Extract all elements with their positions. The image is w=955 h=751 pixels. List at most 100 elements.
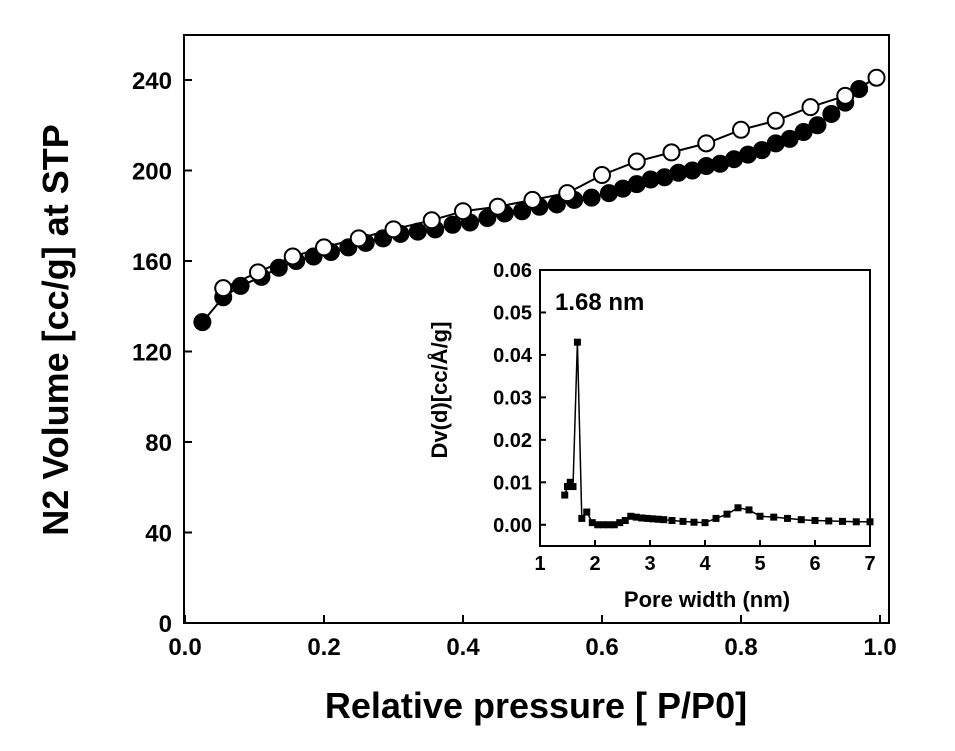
pore-distribution-point xyxy=(679,517,687,525)
pore-distribution-point xyxy=(566,478,574,486)
adsorption-point xyxy=(478,209,497,228)
main-y-tick-label: 40 xyxy=(145,521,172,548)
pore-distribution-point xyxy=(599,521,607,529)
adsorption-point xyxy=(231,276,250,295)
main-y-tick-label: 0 xyxy=(159,611,172,638)
inset-ticks: 1 2 3 4 5 6 7 0.00 0.01 0.02 0.03 0.04 0.05 0.06 xyxy=(493,260,876,575)
inset-x-tick-label: 1 xyxy=(534,553,545,575)
pore-distribution-point xyxy=(723,510,731,518)
pore-distribution-point xyxy=(866,518,874,526)
desorption-point xyxy=(349,229,368,248)
desorption-point xyxy=(488,197,507,216)
inset-peak-annotation: 1.68 nm xyxy=(555,289,644,316)
main-y-tick-label: 160 xyxy=(132,249,172,276)
adsorption-point xyxy=(408,222,427,241)
inset-y-tick-label: 0.03 xyxy=(493,387,532,409)
pore-distribution-point xyxy=(605,521,613,529)
desorption-point xyxy=(836,86,855,105)
pore-distribution-point xyxy=(583,508,591,516)
pore-distribution-point xyxy=(745,506,753,514)
main-x-tick-label: 0.2 xyxy=(307,634,340,661)
desorption-point xyxy=(732,120,750,139)
pore-distribution-point xyxy=(770,513,778,521)
main-y-tick-label: 80 xyxy=(145,430,172,457)
pore-distribution-point xyxy=(561,491,569,499)
desorption-point xyxy=(454,202,472,221)
main-y-tick-label: 240 xyxy=(132,68,172,95)
pore-distribution-point xyxy=(797,516,805,524)
main-ticks: 0.0 0.2 0.4 0.6 0.8 1.0 0 40 80 120 160 200 240 xyxy=(132,68,897,661)
inset-y-axis-title: Dv(d)[cc/Å/g] xyxy=(426,322,452,459)
inset-y-tick-label: 0.04 xyxy=(493,345,533,367)
main-y-tick-label: 120 xyxy=(132,340,172,367)
pore-distribution-point xyxy=(712,514,720,522)
inset-y-tick-label: 0.05 xyxy=(493,302,532,324)
pore-distribution-point xyxy=(594,521,602,529)
pore-distribution-point xyxy=(784,514,791,522)
inset-y-tick-label: 0.01 xyxy=(493,472,532,494)
pore-distribution-point xyxy=(649,515,657,523)
desorption-point xyxy=(315,238,333,257)
main-plot-frame xyxy=(183,34,890,624)
main-series xyxy=(193,68,886,332)
desorption-point xyxy=(523,190,542,209)
main-x-tick-label: 0.8 xyxy=(724,634,757,661)
pore-distribution-point xyxy=(690,518,698,526)
pore-distribution-point xyxy=(701,519,709,527)
adsorption-point xyxy=(808,116,827,135)
inset-y-tick-label: 0.00 xyxy=(493,515,532,537)
pore-distribution-point xyxy=(839,517,846,525)
desorption-point xyxy=(662,143,681,162)
pore-distribution-point xyxy=(734,504,742,512)
inset-x-tick-label: 3 xyxy=(644,553,655,575)
inset-series xyxy=(561,338,874,529)
inset-plot-frame xyxy=(539,269,871,547)
desorption-point xyxy=(697,134,716,153)
inset-x-tick-label: 2 xyxy=(589,553,600,575)
desorption-point xyxy=(248,263,267,282)
desorption-point xyxy=(214,279,233,298)
pore-distribution-point xyxy=(852,518,860,526)
pore-distribution-point xyxy=(621,517,629,525)
pore-distribution-point xyxy=(654,515,662,523)
main-x-tick-label: 0.0 xyxy=(168,634,201,661)
desorption-point xyxy=(627,152,646,171)
pore-distribution-point xyxy=(632,513,640,521)
adsorption-point xyxy=(547,195,566,214)
desorption-point xyxy=(766,111,785,130)
pore-distribution-point xyxy=(811,517,819,525)
main-x-tick-label: 1.0 xyxy=(863,634,896,661)
pore-distribution-point xyxy=(825,517,833,525)
pore-distribution-point xyxy=(569,483,577,491)
pore-distribution-point xyxy=(588,519,596,527)
pore-distribution-point xyxy=(627,512,635,520)
desorption-point xyxy=(801,98,820,117)
pore-distribution-point xyxy=(668,517,676,525)
pore-distribution-point xyxy=(638,514,646,522)
pore-distribution-point xyxy=(578,514,586,522)
adsorption-point xyxy=(822,104,841,123)
desorption-point xyxy=(422,211,441,230)
main-x-axis-title: Relative pressure [ P/P0] xyxy=(325,685,747,726)
pore-distribution-point xyxy=(643,514,651,522)
main-y-tick-label: 200 xyxy=(132,159,172,186)
inset-y-tick-label: 0.06 xyxy=(493,260,532,282)
inset-x-tick-label: 4 xyxy=(699,553,711,575)
pore-distribution-point xyxy=(564,483,571,491)
desorption-point xyxy=(283,247,302,266)
main-x-tick-label: 0.4 xyxy=(446,634,480,661)
main-x-tick-label: 0.6 xyxy=(585,634,618,661)
desorption-point xyxy=(593,166,611,185)
pore-distribution-point xyxy=(660,516,668,524)
main-y-axis-title: N2 Volume [cc/g] at STP xyxy=(35,124,76,535)
pore-distribution-point xyxy=(616,519,624,527)
adsorption-point xyxy=(269,258,288,277)
desorption-point xyxy=(384,220,403,239)
inset-y-tick-label: 0.02 xyxy=(493,430,532,452)
pore-distribution-point xyxy=(756,512,764,520)
adsorption-point xyxy=(582,188,601,207)
pore-distribution-point xyxy=(573,338,581,346)
adsorption-point xyxy=(443,215,462,234)
inset-x-axis-title: Pore width (nm) xyxy=(624,587,790,612)
desorption-point xyxy=(867,68,886,87)
